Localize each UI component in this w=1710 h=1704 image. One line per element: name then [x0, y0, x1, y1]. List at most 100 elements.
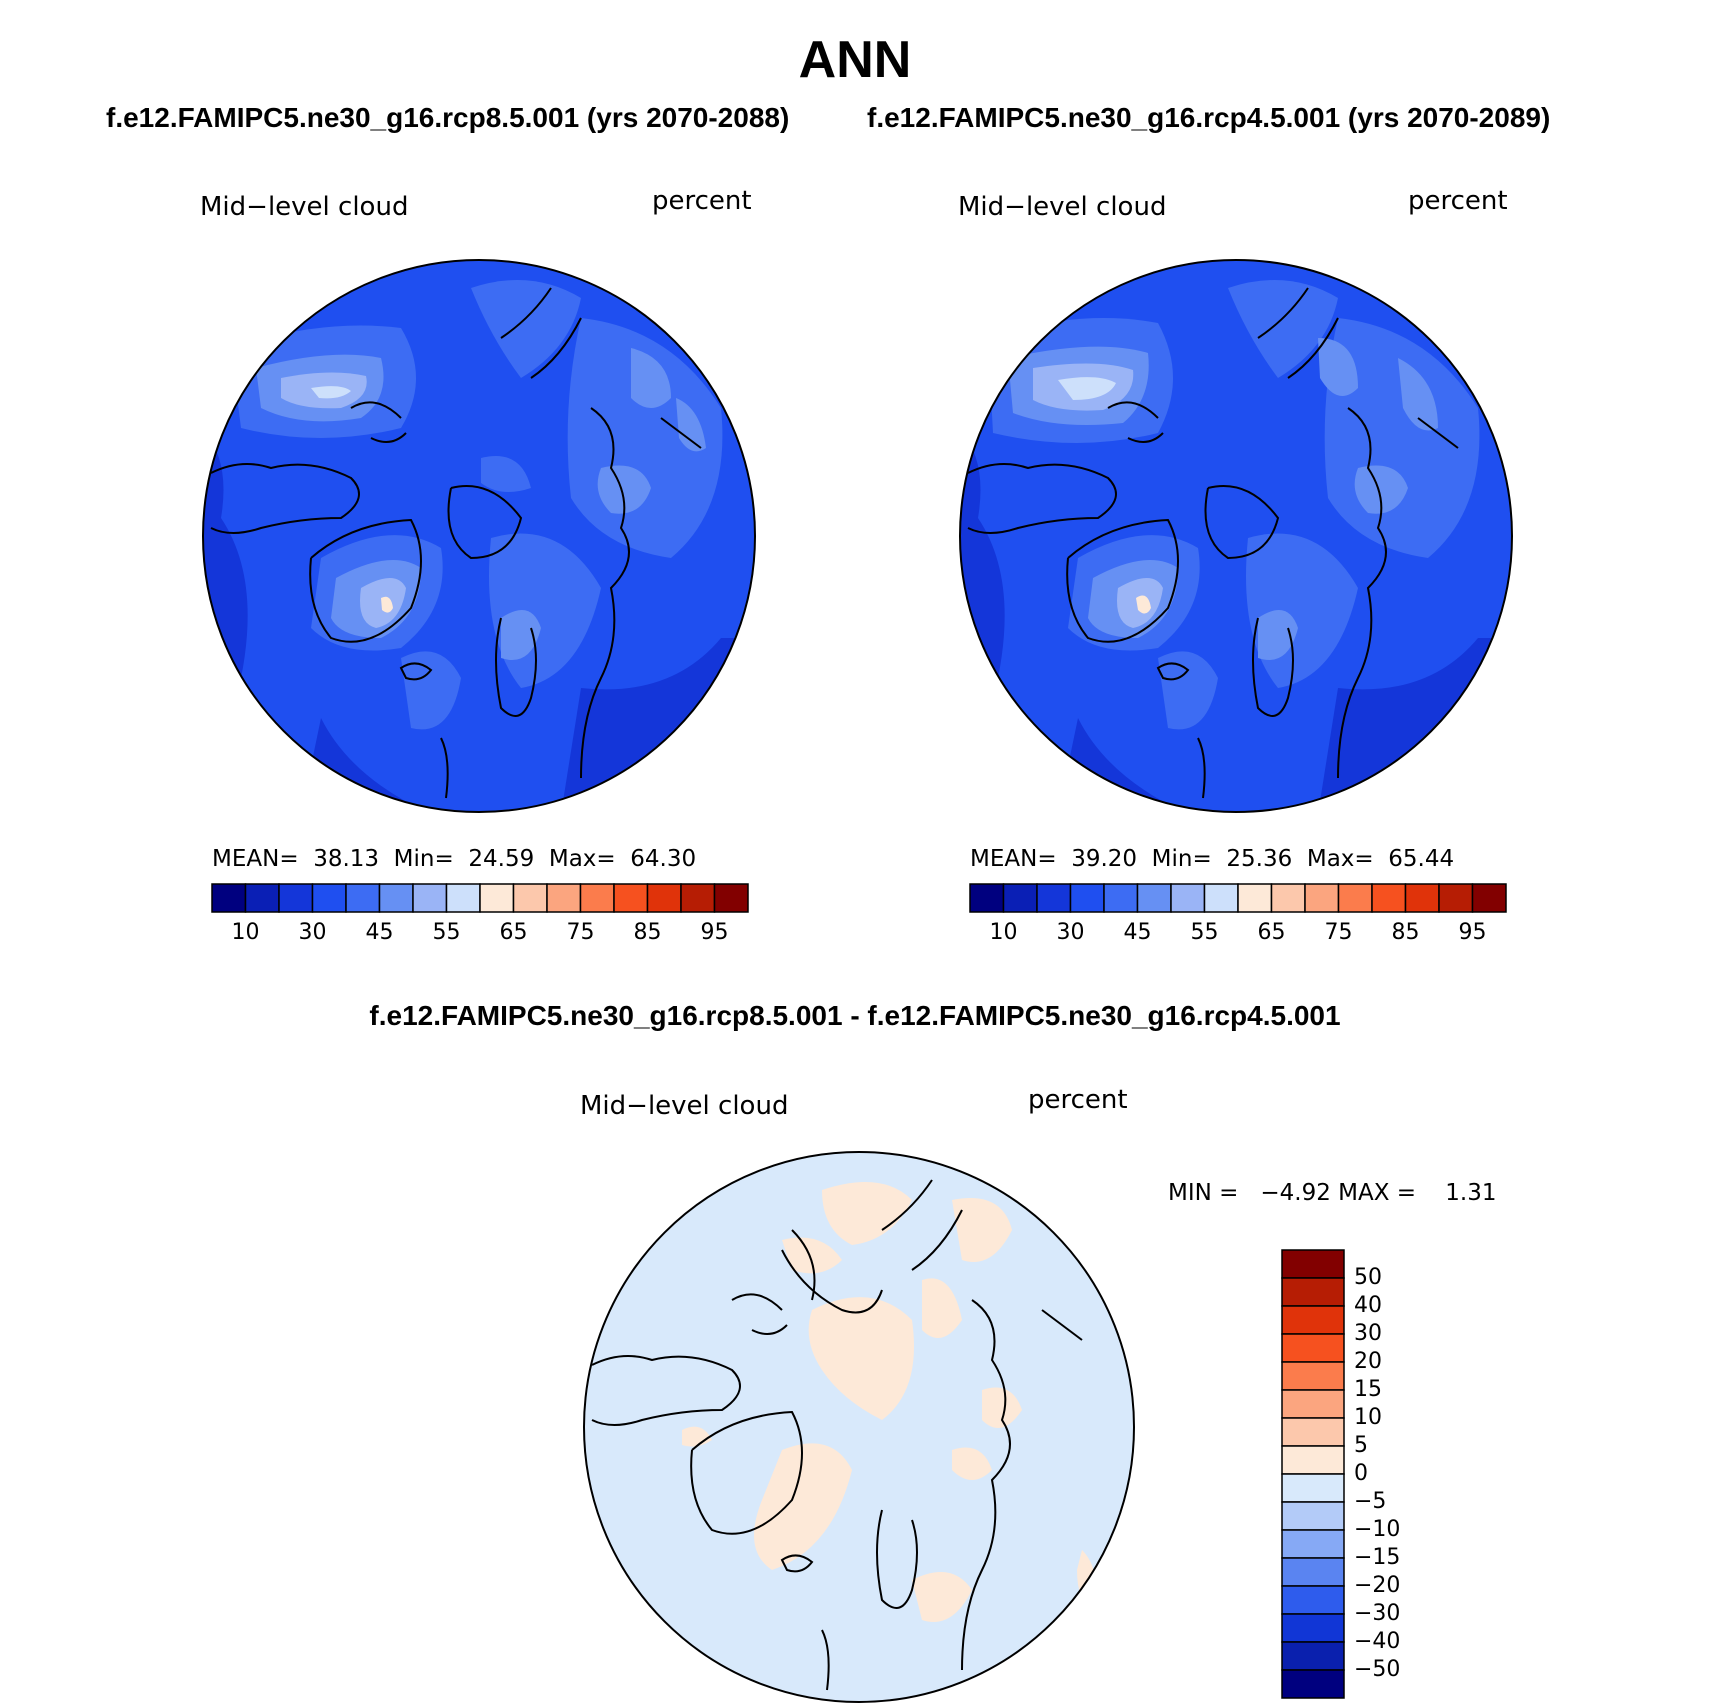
colorbar-swatch: [680, 883, 716, 913]
colorbar-swatch: [1281, 1333, 1345, 1363]
colorbar-swatch: [1281, 1417, 1345, 1447]
colorbar-tick-label: 30: [1354, 1321, 1382, 1346]
colorbar-swatch: [1281, 1613, 1345, 1643]
colorbar-tick-label: 10: [231, 920, 260, 945]
colorbar-swatch: [1069, 883, 1105, 913]
colorbar-tick-label: 5: [1354, 1433, 1368, 1458]
colorbar-swatch: [1281, 1277, 1345, 1307]
colorbar-swatch: [1281, 1361, 1345, 1391]
colorbar-tick-label: 75: [1324, 920, 1353, 945]
colorbar-swatch: [1281, 1501, 1345, 1531]
colorbar-swatch: [1404, 883, 1440, 913]
colorbar-tick-label: −15: [1354, 1545, 1401, 1570]
colorbar-tick-label: 85: [1391, 920, 1420, 945]
colorbar-tick-label: 30: [1056, 920, 1085, 945]
colorbar-swatch: [1002, 883, 1038, 913]
case-subtitle-left: f.e12.FAMIPC5.ne30_g16.rcp8.5.001 (yrs 2…: [106, 102, 790, 133]
colorbar-tick-label: 0: [1354, 1461, 1368, 1486]
colorbar-swatch: [1281, 1445, 1345, 1475]
diff-variable-label: Mid−level cloud: [580, 1091, 789, 1121]
colorbar-tick-label: −5: [1354, 1489, 1387, 1514]
difference-title: f.e12.FAMIPC5.ne30_g16.rcp8.5.001 - f.e1…: [369, 1000, 1341, 1031]
colorbar-swatch: [1281, 1389, 1345, 1419]
colorbar-swatch: [1036, 883, 1072, 913]
diff-colorbar-ticks: 50 40 30 20 15 10 5 0 −5 −10 −15 −20 −30 −40 −50: [1354, 1250, 1434, 1698]
colorbar-swatch: [1281, 1249, 1345, 1279]
panel1-stats: MEAN= 38.13 Min= 24.59 Max= 64.30: [212, 846, 697, 872]
colorbar-tick-label: 10: [989, 920, 1018, 945]
colorbar-swatch: [1103, 883, 1139, 913]
colorbar-swatch: [1471, 883, 1507, 913]
panel2-colorbar: [969, 883, 1507, 913]
panel2-variable-label: Mid−level cloud: [958, 192, 1167, 222]
colorbar-swatch: [1237, 883, 1273, 913]
colorbar-swatch: [345, 883, 381, 913]
colorbar-swatch: [1281, 1557, 1345, 1587]
colorbar-swatch: [1203, 883, 1239, 913]
panel2-stats: MEAN= 39.20 Min= 25.36 Max= 65.44: [970, 846, 1455, 872]
colorbar-tick-label: 45: [365, 920, 394, 945]
colorbar-tick-label: −50: [1354, 1657, 1401, 1682]
colorbar-swatch: [512, 883, 548, 913]
colorbar-tick-label: 65: [499, 920, 528, 945]
colorbar-tick-label: 85: [633, 920, 662, 945]
colorbar-tick-label: 55: [432, 920, 461, 945]
colorbar-swatch: [311, 883, 347, 913]
colorbar-tick-label: 55: [1190, 920, 1219, 945]
panel1-colorbar-ticks: 10 30 45 55 65 75 85 95: [212, 920, 748, 950]
panel1-polar-map: [202, 259, 756, 813]
panel2-colorbar-ticks: 10 30 45 55 65 75 85 95: [970, 920, 1506, 950]
colorbar-tick-label: 95: [1458, 920, 1487, 945]
colorbar-swatch: [1281, 1669, 1345, 1699]
diff-stats: MIN = −4.92 MAX = 1.31: [1168, 1180, 1497, 1206]
colorbar-tick-label: −20: [1354, 1573, 1401, 1598]
colorbar-swatch: [445, 883, 481, 913]
colorbar-tick-label: 10: [1354, 1405, 1382, 1430]
figure-title: ANN: [798, 31, 912, 89]
colorbar-tick-label: 95: [700, 920, 729, 945]
diff-units-label: percent: [1028, 1085, 1128, 1115]
colorbar-swatch: [546, 883, 582, 913]
colorbar-swatch: [1371, 883, 1407, 913]
colorbar-swatch: [1304, 883, 1340, 913]
colorbar-swatch: [1136, 883, 1172, 913]
colorbar-swatch: [1281, 1473, 1345, 1503]
colorbar-swatch: [278, 883, 314, 913]
diff-colorbar: [1281, 1249, 1345, 1699]
colorbar-swatch: [1281, 1529, 1345, 1559]
panel1-colorbar: [211, 883, 749, 913]
colorbar-tick-label: 75: [566, 920, 595, 945]
colorbar-swatch: [646, 883, 682, 913]
colorbar-swatch: [1281, 1585, 1345, 1615]
colorbar-swatch: [1337, 883, 1373, 913]
colorbar-swatch: [1281, 1641, 1345, 1671]
panel2-units-label: percent: [1408, 186, 1508, 216]
colorbar-swatch: [1270, 883, 1306, 913]
colorbar-tick-label: −40: [1354, 1629, 1401, 1654]
colorbar-tick-label: 30: [298, 920, 327, 945]
colorbar-tick-label: 65: [1257, 920, 1286, 945]
colorbar-swatch: [579, 883, 615, 913]
colorbar-swatch: [969, 883, 1005, 913]
colorbar-swatch: [713, 883, 749, 913]
case-subtitle-right: f.e12.FAMIPC5.ne30_g16.rcp4.5.001 (yrs 2…: [867, 102, 1551, 133]
colorbar-swatch: [378, 883, 414, 913]
colorbar-tick-label: −10: [1354, 1517, 1401, 1542]
colorbar-tick-label: 50: [1354, 1265, 1382, 1290]
colorbar-swatch: [479, 883, 515, 913]
difference-polar-map: [583, 1151, 1135, 1703]
colorbar-swatch: [1170, 883, 1206, 913]
colorbar-swatch: [211, 883, 247, 913]
colorbar-tick-label: 45: [1123, 920, 1152, 945]
colorbar-tick-label: 15: [1354, 1377, 1382, 1402]
colorbar-tick-label: 20: [1354, 1349, 1382, 1374]
colorbar-swatch: [1438, 883, 1474, 913]
panel1-variable-label: Mid−level cloud: [200, 192, 409, 222]
colorbar-swatch: [244, 883, 280, 913]
colorbar-tick-label: 40: [1354, 1293, 1382, 1318]
colorbar-tick-label: −30: [1354, 1601, 1401, 1626]
panel1-units-label: percent: [652, 186, 752, 216]
panel2-polar-map: [959, 259, 1513, 813]
colorbar-swatch: [412, 883, 448, 913]
colorbar-swatch: [613, 883, 649, 913]
